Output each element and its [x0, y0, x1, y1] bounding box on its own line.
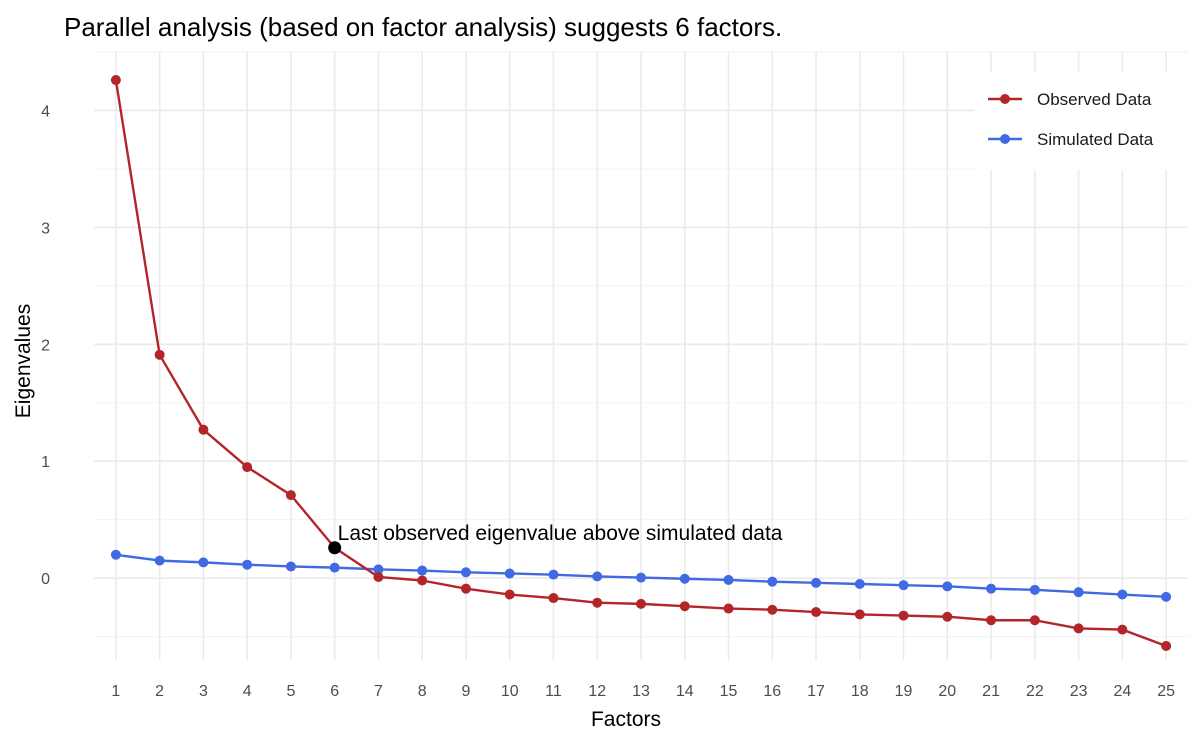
y-tick-label: 3: [41, 220, 50, 237]
simulated-data-point: [1117, 589, 1128, 600]
x-tick-label: 3: [199, 683, 208, 700]
observed-data-point: [811, 607, 822, 618]
simulated-data-point: [110, 549, 121, 560]
observed-data-point: [460, 583, 471, 594]
simulated-data-point: [154, 555, 165, 566]
x-tick-label: 14: [676, 683, 694, 700]
x-tick-label: 2: [155, 683, 164, 700]
observed-data-point: [854, 609, 865, 620]
simulated-data-point: [504, 568, 515, 579]
observed-data-point: [154, 349, 165, 360]
x-tick-label: 23: [1070, 683, 1088, 700]
series-layer: [110, 75, 1172, 651]
y-tick-label: 0: [41, 571, 50, 588]
x-axis-title: Factors: [591, 708, 661, 731]
simulated-data-point: [942, 581, 953, 592]
x-tick-label: 17: [807, 683, 825, 700]
legend-label-simulated-data: Simulated Data: [1037, 130, 1154, 149]
y-tick-label: 1: [41, 454, 50, 471]
legend-marker-simulated-data: [1000, 134, 1010, 144]
annotation-layer: Last observed eigenvalue above simulated…: [328, 522, 783, 555]
x-tick-label: 13: [632, 683, 650, 700]
observed-data-point: [942, 611, 953, 622]
simulated-data-point: [811, 577, 822, 588]
observed-data-point: [636, 598, 646, 609]
x-tick-label: 9: [462, 683, 471, 700]
observed-data-point: [417, 575, 428, 586]
observed-data-point: [1161, 640, 1172, 651]
simulated-data-point: [373, 564, 384, 575]
x-tick-label: 11: [545, 683, 562, 700]
observed-data-point: [1117, 624, 1128, 635]
x-tick-label: 24: [1113, 683, 1131, 700]
chart-title: Parallel analysis (based on factor analy…: [64, 12, 782, 42]
x-tick-label: 16: [763, 683, 781, 700]
observed-data-point: [898, 610, 909, 621]
simulated-data-point: [329, 562, 340, 573]
x-tick-label: 25: [1157, 683, 1175, 700]
simulated-data-point: [723, 574, 734, 585]
legend-background: [975, 72, 1190, 170]
y-tick-label: 4: [41, 103, 50, 120]
observed-data-point: [1029, 615, 1040, 626]
x-tick-label: 4: [243, 683, 252, 700]
x-tick-label: 5: [286, 683, 295, 700]
observed-data-point: [548, 593, 559, 604]
observed-data-point: [986, 615, 997, 626]
observed-data-point: [723, 603, 734, 614]
x-tick-label: 6: [330, 683, 339, 700]
legend-marker-observed-data: [1000, 94, 1010, 104]
observed-data-point: [110, 75, 121, 86]
legend: Observed Data Simulated Data: [975, 72, 1190, 170]
x-tick-label: 20: [938, 683, 956, 700]
simulated-data-point: [767, 576, 778, 587]
simulated-data-point: [636, 572, 646, 583]
simulated-data-point: [898, 580, 909, 591]
x-tick-label: 1: [111, 683, 120, 700]
simulated-data-point: [1161, 591, 1172, 602]
simulated-data-point: [417, 565, 428, 576]
simulated-data-point: [679, 573, 690, 584]
x-tick-label: 12: [588, 683, 606, 700]
x-tick-label: 15: [720, 683, 738, 700]
simulated-data-point: [854, 579, 865, 589]
x-tick-label: 22: [1026, 683, 1044, 700]
observed-data-point: [592, 597, 603, 608]
legend-label-observed-data: Observed Data: [1037, 90, 1152, 109]
y-axis-title: Eigenvalues: [12, 304, 35, 418]
annotation-label: Last observed eigenvalue above simulated…: [338, 522, 783, 545]
simulated-data-point: [198, 557, 209, 568]
simulated-data-point: [242, 559, 253, 570]
observed-data-point: [198, 424, 209, 435]
simulated-data-point: [460, 567, 471, 578]
observed-data-point: [679, 601, 690, 612]
x-tick-label: 19: [895, 683, 913, 700]
x-tick-label: 7: [374, 683, 383, 700]
x-tick-label: 21: [982, 683, 1000, 700]
observed-data-point: [767, 604, 778, 615]
x-tick-label: 18: [851, 683, 869, 700]
y-tick-label: 2: [41, 337, 50, 354]
simulated-data-point: [1073, 587, 1084, 598]
simulated-data-point: [986, 583, 997, 594]
simulated-data-point: [592, 571, 603, 582]
observed-data-point: [242, 462, 253, 473]
observed-data-point: [504, 589, 515, 600]
simulated-data-point: [285, 561, 296, 572]
observed-data-point: [1073, 623, 1084, 634]
x-axis-ticks: 1 2 3 4 5 6 7 8 9 10 11 12 13 14 15 16 17 18 19 20 21 22 23 24 2…: [111, 683, 1175, 700]
x-tick-label: 10: [501, 683, 519, 700]
y-axis-ticks: 0 1 2 3 4: [41, 103, 50, 588]
observed-data-point: [285, 490, 296, 501]
observed-data-point: [373, 571, 384, 582]
simulated-data-point: [548, 569, 559, 580]
annotation-marker: [328, 541, 342, 555]
simulated-data-point: [1029, 584, 1040, 595]
x-tick-label: 8: [418, 683, 427, 700]
